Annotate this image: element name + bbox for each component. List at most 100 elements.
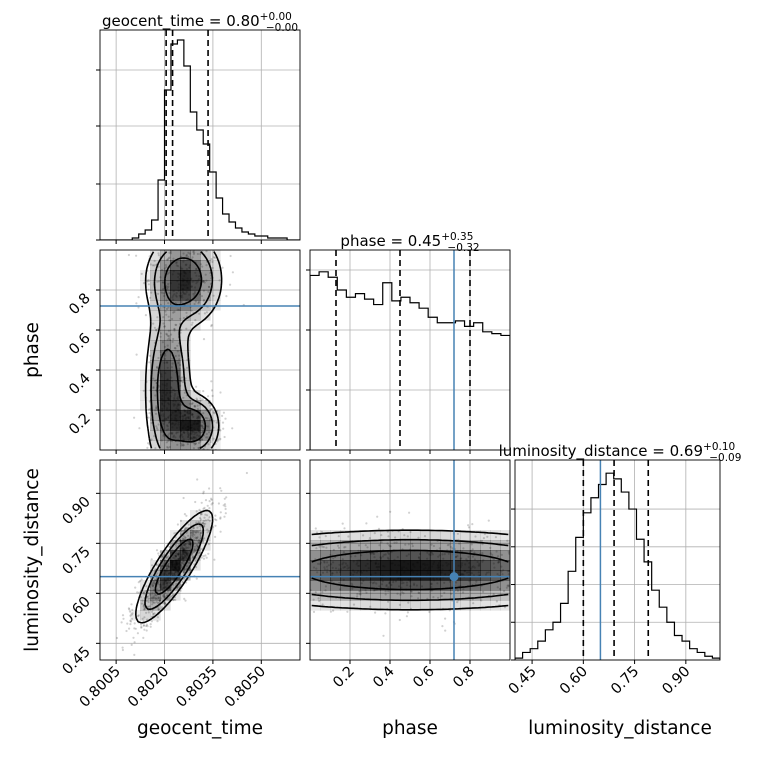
sample-point bbox=[202, 557, 206, 560]
density-cell bbox=[390, 580, 401, 591]
sample-point bbox=[177, 354, 181, 357]
sample-point bbox=[293, 553, 295, 555]
sample-point bbox=[182, 443, 185, 447]
sample-point bbox=[591, 550, 593, 552]
sample-point bbox=[283, 568, 285, 570]
density-cell bbox=[190, 290, 201, 301]
sample-point bbox=[180, 376, 184, 379]
contour-level-2 bbox=[311, 549, 509, 591]
sample-point bbox=[205, 250, 208, 253]
sample-point bbox=[510, 598, 512, 600]
title-luminosity-distance: luminosity_distance = 0.69+0.10 −0.09 bbox=[499, 441, 742, 464]
sample-point bbox=[193, 443, 196, 446]
sample-point bbox=[211, 502, 214, 505]
sample-point bbox=[534, 559, 536, 561]
sample-point bbox=[523, 610, 525, 612]
sample-point bbox=[155, 427, 159, 430]
sample-point bbox=[191, 402, 194, 405]
sample-point bbox=[156, 602, 159, 605]
sample-point bbox=[191, 321, 194, 324]
sample-point bbox=[205, 556, 208, 559]
density-cell bbox=[310, 550, 321, 561]
sample-point bbox=[166, 334, 170, 337]
density-cell bbox=[170, 400, 181, 411]
sample-point bbox=[305, 549, 307, 551]
sample-point bbox=[179, 519, 183, 523]
sample-point bbox=[533, 563, 535, 565]
sample-point bbox=[229, 254, 232, 258]
density-cell bbox=[410, 560, 421, 571]
sample-point bbox=[165, 332, 168, 335]
sample-point bbox=[185, 366, 189, 369]
sample-point bbox=[273, 571, 275, 573]
density-cell bbox=[180, 310, 191, 321]
sample-point bbox=[143, 591, 146, 594]
sample-point bbox=[173, 328, 176, 331]
sample-point bbox=[546, 537, 548, 539]
x-tick-label-geocent_time-0: 0.8005 bbox=[77, 664, 124, 711]
sample-point bbox=[144, 314, 147, 317]
sample-point bbox=[142, 592, 145, 595]
sample-point bbox=[147, 611, 150, 614]
sample-point bbox=[208, 519, 212, 522]
sample-point bbox=[688, 595, 690, 597]
sample-point bbox=[203, 281, 206, 284]
sample-point bbox=[215, 421, 218, 424]
density-cell bbox=[370, 570, 381, 581]
sample-point bbox=[482, 590, 485, 593]
sample-point bbox=[224, 505, 227, 508]
sample-point bbox=[148, 597, 151, 600]
density-cell bbox=[170, 250, 181, 261]
sample-point bbox=[550, 594, 552, 596]
sample-point bbox=[210, 498, 213, 501]
x-tick-label-luminosity_distance-0: 0.45 bbox=[506, 664, 540, 698]
sample-point bbox=[291, 555, 293, 557]
sample-point bbox=[406, 535, 409, 538]
density-cell bbox=[370, 580, 381, 591]
sample-point bbox=[142, 282, 146, 285]
sample-point bbox=[510, 554, 512, 556]
sample-point bbox=[255, 554, 257, 556]
sample-point bbox=[171, 317, 174, 321]
sample-point bbox=[125, 629, 128, 633]
sample-point bbox=[287, 561, 289, 563]
sample-point bbox=[155, 365, 159, 368]
sample-point bbox=[262, 579, 264, 581]
sample-point bbox=[174, 456, 176, 458]
sample-point bbox=[191, 556, 194, 559]
sample-point bbox=[389, 545, 392, 548]
density-cell bbox=[180, 570, 191, 581]
sample-point bbox=[162, 292, 165, 295]
sample-point bbox=[173, 347, 176, 350]
histogram-step-phase bbox=[310, 271, 510, 450]
sample-point bbox=[543, 547, 545, 549]
sample-point bbox=[618, 557, 620, 559]
sample-point bbox=[220, 581, 222, 583]
sample-point bbox=[609, 582, 611, 584]
sample-point bbox=[182, 396, 185, 399]
sample-point bbox=[209, 404, 212, 407]
sample-point bbox=[133, 622, 136, 625]
density-cell bbox=[340, 600, 351, 611]
sample-point bbox=[143, 592, 146, 595]
sample-point bbox=[133, 641, 136, 644]
density-cell bbox=[360, 600, 371, 611]
sample-point bbox=[219, 517, 222, 520]
sample-point bbox=[219, 530, 222, 533]
sample-point bbox=[218, 279, 221, 282]
sample-point bbox=[149, 597, 152, 600]
sample-point bbox=[199, 551, 202, 554]
density-cell bbox=[160, 420, 171, 431]
density-cell bbox=[210, 290, 221, 301]
sample-point bbox=[609, 559, 611, 561]
density-cell bbox=[470, 560, 481, 571]
density-cell bbox=[150, 410, 161, 421]
sample-point bbox=[241, 547, 243, 549]
sample-point bbox=[152, 377, 155, 380]
sample-point bbox=[149, 625, 152, 628]
sample-point bbox=[533, 593, 535, 595]
sample-point bbox=[148, 594, 151, 597]
sample-point bbox=[147, 245, 149, 247]
density-cell bbox=[420, 600, 431, 611]
sample-point bbox=[207, 456, 209, 458]
